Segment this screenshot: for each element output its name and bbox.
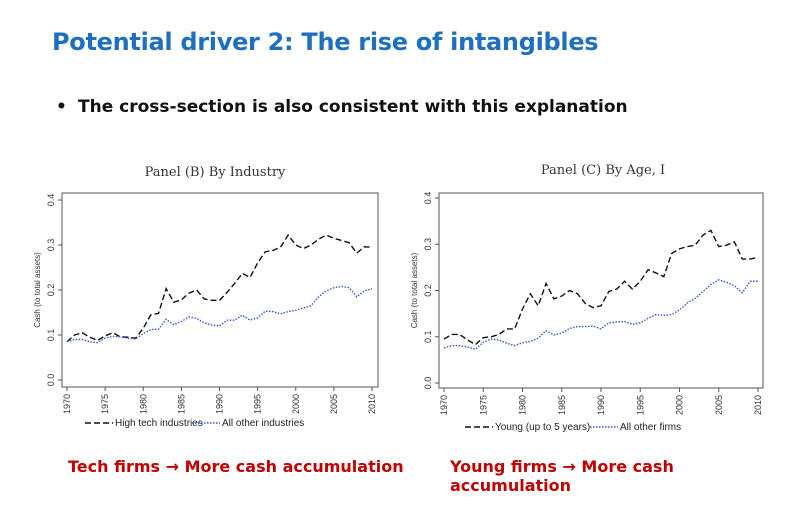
chart-title: Panel (B) By Industry [145,165,286,180]
x-tick-label: 2000 [291,394,301,414]
x-tick-label: 2010 [367,394,377,414]
slide-title: Potential driver 2: The rise of intangib… [52,28,599,56]
series-line-0 [443,229,759,346]
legend-label: All other firms [620,422,681,433]
chart-1: Panel (C) By Age, I 0.0 0.1 0.2 0.3 0.4 1970 19… [410,163,764,433]
series-line-0 [66,233,373,343]
bullet-text: The cross-section is also consistent wit… [78,97,628,117]
y-tick-label: 0.1 [46,329,56,342]
y-tick-label: 0.3 [46,239,56,252]
x-tick-label: 1985 [176,394,186,414]
legend-label: Young (up to 5 years) [495,422,590,433]
y-tick-label: 0.0 [46,374,56,387]
y-tick-label: 0.2 [423,284,433,297]
series-line-1 [66,285,373,344]
y-tick-label: 0.1 [423,330,433,343]
y-axis-label: Cash (to total assets) [33,252,42,328]
x-tick-label: 2010 [753,395,763,415]
x-tick-label: 2005 [714,395,724,415]
plot-frame [438,192,764,389]
x-tick-label: 1985 [557,395,567,415]
x-tick-label: 2005 [329,394,339,414]
x-tick-label: 1975 [100,394,110,414]
y-axis-label: Cash (to total assets) [410,252,419,328]
y-tick-label: 0.3 [423,238,433,251]
bullet-point: • The cross-section is also consistent wi… [56,97,628,117]
x-tick-label: 1995 [253,394,263,414]
x-tick-label: 1975 [478,395,488,415]
y-tick-label: 0.0 [423,377,433,390]
bullet-icon: • [56,97,67,117]
legend-label: High tech industries [115,418,203,429]
x-tick-label: 1995 [635,395,645,415]
plot-frame [61,192,379,388]
x-tick-label: 1980 [518,395,528,415]
caption-left: Tech firms → More cash accumulation [68,457,404,476]
x-tick-label: 1990 [215,394,225,414]
x-tick-label: 1980 [138,394,148,414]
y-tick-label: 0.2 [46,284,56,297]
y-tick-label: 0.4 [423,192,433,205]
legend-label: All other industries [222,418,304,429]
chart-0: Panel (B) By Industry 0.0 0.1 0.2 0.3 0.4 1970… [33,165,379,429]
x-tick-label: 1970 [62,394,72,414]
x-tick-label: 2000 [675,395,685,415]
chart-title: Panel (C) By Age, I [541,163,665,178]
series-line-1 [443,279,758,351]
x-tick-label: 1990 [596,395,606,415]
y-tick-label: 0.4 [46,194,56,207]
caption-right: Young firms → More cash accumulation [450,457,674,495]
x-tick-label: 1970 [439,395,449,415]
